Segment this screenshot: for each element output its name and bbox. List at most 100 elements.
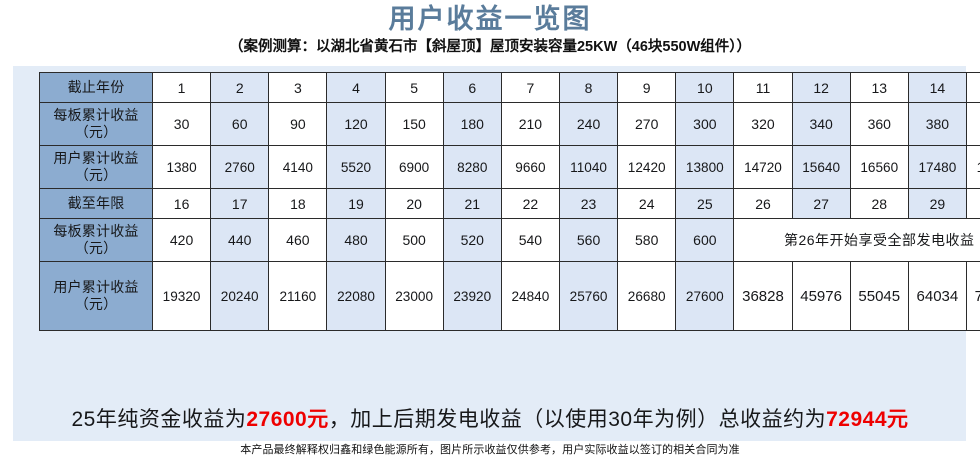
table-cell: 17	[210, 188, 270, 219]
table-cell: 6	[442, 72, 502, 103]
table-row: 截至年限161718192021222324252627282930	[39, 188, 980, 219]
row-header-line-1: 每板累计收益	[53, 107, 139, 123]
table-cell: 380	[907, 102, 967, 146]
table-cell: 13800	[675, 145, 735, 189]
table-cell: 4140	[268, 145, 328, 189]
table-cell: 30	[965, 188, 980, 219]
table-cell: 560	[558, 218, 619, 262]
table-cell: 9	[617, 72, 677, 103]
table-cell: 7	[500, 72, 560, 103]
table-cell: 480	[326, 218, 386, 262]
row-header-line-2: （元）	[74, 296, 118, 312]
row-header-line-2: （元）	[74, 124, 118, 140]
table-cell: 520	[442, 218, 502, 262]
table-cell: 500	[384, 218, 444, 262]
table-cell: 440	[210, 218, 270, 262]
table-cell: 2	[210, 72, 270, 103]
table-cell: 460	[268, 218, 328, 262]
summary-highlight-2: 72944元	[826, 408, 909, 431]
row-header-year-row-2: 截至年限	[39, 188, 153, 219]
table-cell: 12420	[617, 145, 677, 189]
table-cell: 11040	[558, 145, 619, 189]
row-header-line-2: （元）	[74, 167, 118, 183]
table-cell: 420	[151, 218, 212, 262]
table-cell: 8280	[442, 145, 502, 189]
table-cell: 36828	[733, 261, 793, 331]
table-cell: 14	[907, 72, 967, 103]
table-row: 每板累计收益 （元） 420 440 460 480 500 520 540 560 580 600 第…	[39, 218, 980, 262]
table-cell: 340	[791, 102, 851, 146]
table-cell: 18400	[965, 145, 980, 189]
table-cell: 320	[733, 102, 793, 146]
table-cell: 14720	[733, 145, 793, 189]
summary-line: 25年纯资金收益为27600元，加上后期发电收益（以使用30年为例）总收益约为7…	[0, 406, 980, 433]
merged-note-cell: 第26年开始享受全部发电收益	[733, 218, 980, 262]
table-row: 每板累计收益 （元） 30 60 90 120 150 180 210 240 270 300 320 3…	[39, 102, 980, 146]
table-cell: 11	[733, 72, 793, 103]
table-cell: 10	[675, 72, 735, 103]
earnings-table: 截止年份123456789101112131415每板累计收益（元）306090…	[39, 72, 980, 331]
table-cell: 23	[558, 188, 619, 219]
table-cell: 27600	[675, 261, 735, 331]
table-cell: 540	[500, 218, 560, 262]
table-cell: 180	[442, 102, 502, 146]
table-cell: 30	[151, 102, 212, 146]
table-cell: 24840	[500, 261, 560, 331]
summary-part-2: ，加上后期发电收益（以使用30年为例）总收益约为	[328, 408, 827, 431]
table-cell: 5	[384, 72, 444, 103]
table-cell: 600	[675, 218, 735, 262]
table-cell: 1	[151, 72, 212, 103]
table-cell: 20	[384, 188, 444, 219]
table-cell: 72944	[965, 261, 980, 331]
table-cell: 3	[268, 72, 328, 103]
table-cell: 90	[268, 102, 328, 146]
table-cell: 19320	[151, 261, 212, 331]
table-cell: 15640	[791, 145, 851, 189]
row-header-line-1: 每板累计收益	[53, 223, 139, 239]
table-cell: 64034	[907, 261, 967, 331]
row-header-user-cumulative-2: 用户累计收益 （元）	[39, 261, 153, 331]
row-header-line-2: （元）	[74, 240, 118, 256]
table-cell: 240	[558, 102, 619, 146]
table-cell: 360	[849, 102, 909, 146]
table-cell: 25	[675, 188, 735, 219]
page-title: 用户收益一览图	[388, 4, 592, 34]
table-cell: 270	[617, 102, 677, 146]
table-cell: 55045	[849, 261, 909, 331]
table-cell: 26680	[617, 261, 677, 331]
table-cell: 22080	[326, 261, 386, 331]
earnings-table-wrapper: 截止年份123456789101112131415每板累计收益（元）306090…	[39, 72, 980, 331]
row-header-user-cumulative-1: 用户累计收益 （元）	[39, 145, 153, 189]
table-cell: 300	[675, 102, 735, 146]
disclaimer-footnote: 本产品最终解释权归鑫和绿色能源所有，图片所示收益仅供参考，用户实际收益以签订的相…	[240, 444, 740, 456]
table-cell: 21	[442, 188, 502, 219]
table-cell: 5520	[326, 145, 386, 189]
table-cell: 6900	[384, 145, 444, 189]
table-cell: 19	[326, 188, 386, 219]
table-cell: 29	[907, 188, 967, 219]
table-cell: 150	[384, 102, 444, 146]
table-cell: 22	[500, 188, 560, 219]
table-cell: 28	[849, 188, 909, 219]
row-header-year-row-1: 截止年份	[39, 72, 153, 103]
table-row: 用户累计收益 （元） 1380 2760 4140 5520 6900 8280 9660 110…	[39, 145, 980, 189]
table-cell: 26	[733, 188, 793, 219]
table-cell: 60	[210, 102, 270, 146]
table-cell: 20240	[210, 261, 270, 331]
table-cell: 9660	[500, 145, 560, 189]
row-header-panel-cumulative-2: 每板累计收益 （元）	[39, 218, 153, 262]
row-header-panel-cumulative-1: 每板累计收益 （元）	[39, 102, 153, 146]
table-cell: 16	[151, 188, 212, 219]
table-row: 截止年份123456789101112131415	[39, 72, 980, 103]
table-cell: 1380	[151, 145, 212, 189]
page-subtitle: （案例测算：以湖北省黄石市【斜屋顶】屋顶安装容量25KW（46块550W组件））	[228, 39, 752, 55]
table-cell: 25760	[558, 261, 619, 331]
table-cell: 17480	[907, 145, 967, 189]
table-cell: 45976	[791, 261, 851, 331]
table-cell: 8	[558, 72, 619, 103]
summary-part-1: 25年纯资金收益为	[71, 408, 247, 431]
table-cell: 13	[849, 72, 909, 103]
table-cell: 24	[617, 188, 677, 219]
summary-highlight-1: 27600元	[246, 408, 329, 431]
